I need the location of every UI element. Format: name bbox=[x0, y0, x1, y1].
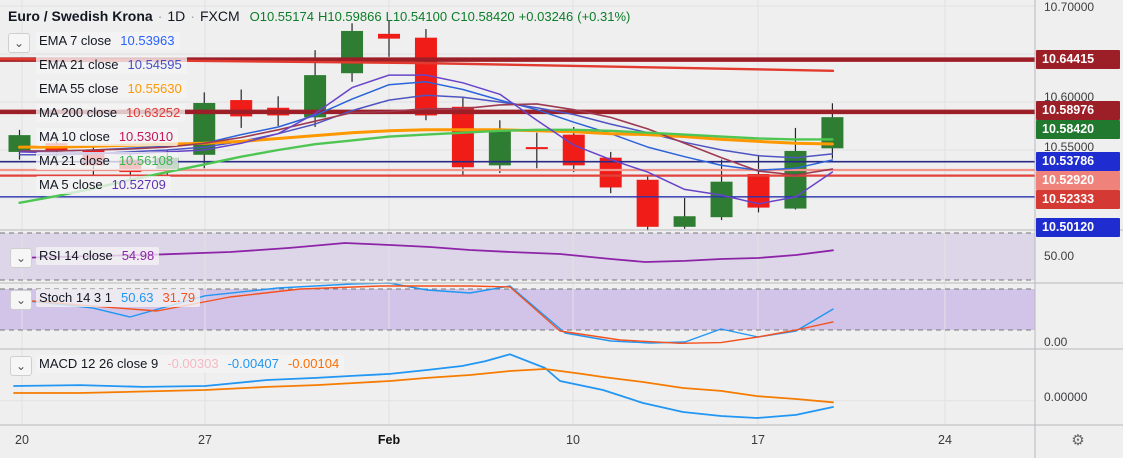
indicator-label: EMA 21 close bbox=[39, 57, 119, 72]
scale-tick: 0.00000 bbox=[1044, 390, 1088, 404]
legend-row-macd[interactable]: MACD 12 26 close 9 -0.00303 -0.00407 -0.001… bbox=[36, 355, 345, 375]
scale-tick: 10.55000 bbox=[1044, 140, 1095, 154]
gear-icon[interactable]: ⚙ bbox=[1071, 432, 1085, 449]
price-level-badge: 10.58976 bbox=[1036, 101, 1120, 120]
separator-dot: · bbox=[190, 8, 195, 24]
price-level-badge: 10.64415 bbox=[1036, 50, 1120, 69]
price-level-badge: 10.53786 bbox=[1036, 152, 1120, 171]
price-level-badge: 10.52920 bbox=[1036, 171, 1120, 190]
indicator-value: 10.56108 bbox=[118, 153, 174, 168]
time-label: 20 bbox=[15, 433, 29, 447]
legend-row-ma200[interactable]: MA 200 close 10.63252 bbox=[36, 104, 186, 124]
indicator-value: 54.98 bbox=[121, 248, 155, 263]
indicator-value: 10.54595 bbox=[127, 57, 182, 72]
change-value: +0.03246 bbox=[518, 9, 574, 24]
indicator-value: 10.63252 bbox=[126, 105, 181, 120]
time-axis[interactable]: 20 27 Feb 10 17 24 ⚙ bbox=[0, 425, 1123, 458]
change-percent: (+0.31%) bbox=[577, 9, 631, 24]
scale-tick: 50.00 bbox=[1044, 249, 1075, 263]
ohlc-high: H10.59866 bbox=[317, 9, 382, 24]
price-scale[interactable]: 10.70000 10.60000 10.55000 50.00 0.00 0.… bbox=[1035, 0, 1123, 425]
legend-row-rsi[interactable]: RSI 14 close 54.98 bbox=[36, 247, 160, 267]
ohlc-open: O10.55174 bbox=[249, 9, 314, 24]
indicator-value: 10.53963 bbox=[120, 33, 175, 48]
time-label: 27 bbox=[198, 433, 212, 447]
indicator-label: MA 5 close bbox=[39, 177, 103, 192]
indicator-value: 10.52709 bbox=[111, 177, 166, 192]
scale-tick: 10.70000 bbox=[1044, 0, 1095, 14]
exchange-label[interactable]: FXCM bbox=[199, 8, 240, 24]
legend-row-stoch[interactable]: Stoch 14 3 1 50.63 31.79 bbox=[36, 289, 201, 309]
interval-label[interactable]: 1D bbox=[167, 8, 186, 24]
chevron-down-icon[interactable]: ⌄ bbox=[8, 33, 30, 53]
price-level-badge: 10.52333 bbox=[1036, 190, 1120, 209]
indicator-label: MACD 12 26 close 9 bbox=[39, 356, 159, 371]
indicator-value: 10.53010 bbox=[118, 129, 174, 144]
indicator-label: MA 200 close bbox=[39, 105, 118, 120]
ohlc-values: O10.55174 H10.59866 L10.54100 C10.58420 +0.0… bbox=[250, 9, 635, 24]
scale-tick: 10.60000 bbox=[1044, 90, 1095, 104]
symbol-header: Euro / Swedish Krona · 1D · FXCM O10.55174 H10… bbox=[8, 8, 634, 24]
indicator-label: MA 10 close bbox=[39, 129, 110, 144]
time-label-month: Feb bbox=[377, 433, 401, 447]
indicator-value: 10.55630 bbox=[127, 81, 182, 96]
symbol-title[interactable]: Euro / Swedish Krona bbox=[8, 8, 153, 24]
price-level-badge: 10.50120 bbox=[1036, 218, 1120, 237]
indicator-label: EMA 55 close bbox=[39, 81, 119, 96]
chevron-down-icon[interactable]: ⌄ bbox=[10, 248, 32, 268]
legend-row-ema55[interactable]: EMA 55 close 10.55630 bbox=[36, 80, 187, 100]
legend-row-ma10[interactable]: MA 10 close 10.53010 bbox=[36, 128, 179, 148]
time-label: 10 bbox=[566, 433, 580, 447]
ohlc-close: C10.58420 bbox=[451, 9, 515, 24]
indicator-value-macd: -0.00407 bbox=[227, 356, 279, 371]
time-label: 24 bbox=[938, 433, 952, 447]
indicator-value-signal: -0.00104 bbox=[287, 356, 340, 371]
indicator-label: RSI 14 close bbox=[39, 248, 113, 263]
chevron-down-icon[interactable]: ⌄ bbox=[10, 356, 32, 376]
last-price-badge: 10.58420 bbox=[1036, 120, 1120, 139]
chevron-down-icon[interactable]: ⌄ bbox=[10, 290, 32, 310]
legend-row-ma5[interactable]: MA 5 close 10.52709 bbox=[36, 176, 171, 196]
indicator-label: Stoch 14 3 1 bbox=[39, 290, 112, 305]
indicator-label: MA 21 close bbox=[39, 153, 110, 168]
separator-dot: · bbox=[157, 8, 163, 24]
indicator-value-d: 31.79 bbox=[162, 290, 196, 305]
time-label: 17 bbox=[751, 433, 765, 447]
ohlc-low: L10.54100 bbox=[385, 9, 448, 24]
indicator-label: EMA 7 close bbox=[39, 33, 112, 48]
indicator-value-hist: -0.00303 bbox=[167, 356, 219, 371]
legend-row-ema21[interactable]: EMA 21 close 10.54595 bbox=[36, 56, 187, 76]
legend-row-ma21[interactable]: MA 21 close 10.56108 bbox=[36, 152, 179, 172]
indicator-value-k: 50.63 bbox=[121, 290, 154, 305]
legend-row-ema7[interactable]: EMA 7 close 10.53963 bbox=[36, 32, 180, 52]
scale-tick: 0.00 bbox=[1044, 335, 1068, 349]
